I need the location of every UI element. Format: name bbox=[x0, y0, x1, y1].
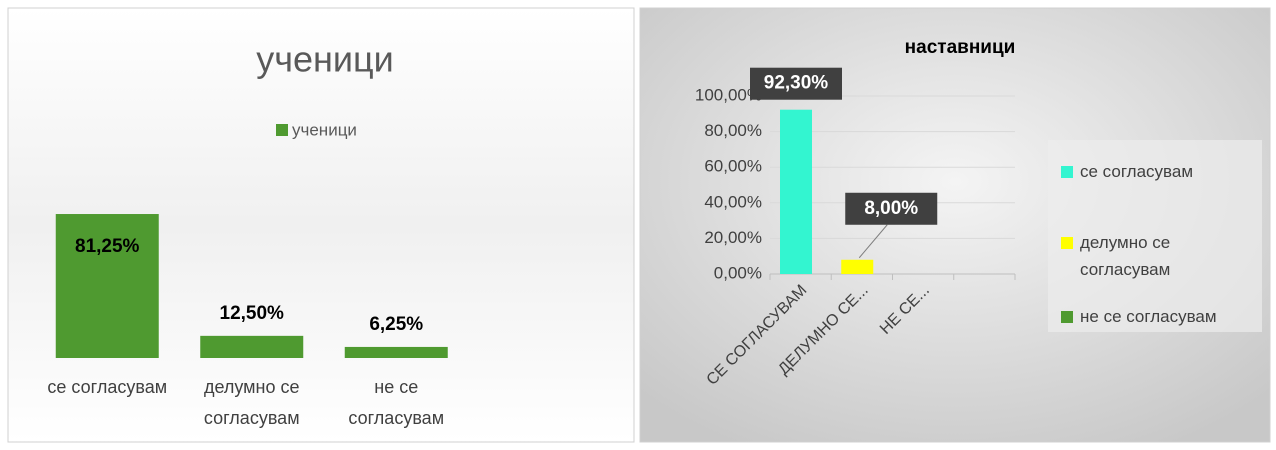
legend-swatch bbox=[1061, 166, 1073, 178]
bar bbox=[841, 259, 874, 274]
x-tick-label: се согласувам bbox=[47, 377, 168, 397]
legend-swatch bbox=[1061, 237, 1073, 249]
bar bbox=[344, 346, 448, 358]
legend-label: не се согласувам bbox=[1080, 307, 1217, 326]
legend-label: ученици bbox=[292, 120, 357, 139]
legend-swatch bbox=[276, 124, 288, 136]
data-label-box bbox=[845, 192, 938, 225]
chart-title: ученици bbox=[256, 39, 394, 80]
legend-label: се согласувам bbox=[1080, 162, 1194, 181]
data-label: 81,25% bbox=[75, 236, 140, 257]
y-tick-label: 100,00% bbox=[695, 85, 762, 104]
data-label-box bbox=[750, 67, 842, 100]
bar bbox=[780, 109, 812, 275]
legend-box bbox=[1048, 140, 1262, 332]
y-tick-label: 0,00% bbox=[714, 263, 762, 282]
y-tick-label: 60,00% bbox=[704, 157, 762, 176]
data-label: 8,00% bbox=[864, 198, 918, 219]
y-tick-label: 40,00% bbox=[704, 192, 762, 211]
chart-title: наставници bbox=[905, 37, 1016, 58]
x-tick-label: делумно се согласувам bbox=[203, 377, 300, 428]
data-label: 12,50% bbox=[220, 303, 285, 324]
y-tick-label: 80,00% bbox=[704, 121, 762, 140]
bar bbox=[55, 214, 159, 358]
legend-swatch bbox=[1061, 311, 1073, 323]
data-label: 92,30% bbox=[764, 73, 829, 94]
y-tick-label: 20,00% bbox=[704, 228, 762, 247]
leader-line bbox=[858, 224, 888, 259]
x-tick-label: не се согласувам bbox=[348, 377, 445, 428]
bar bbox=[200, 335, 304, 358]
data-label: 6,25% bbox=[369, 314, 423, 335]
legend-label: делумно се согласувам bbox=[1080, 233, 1171, 279]
